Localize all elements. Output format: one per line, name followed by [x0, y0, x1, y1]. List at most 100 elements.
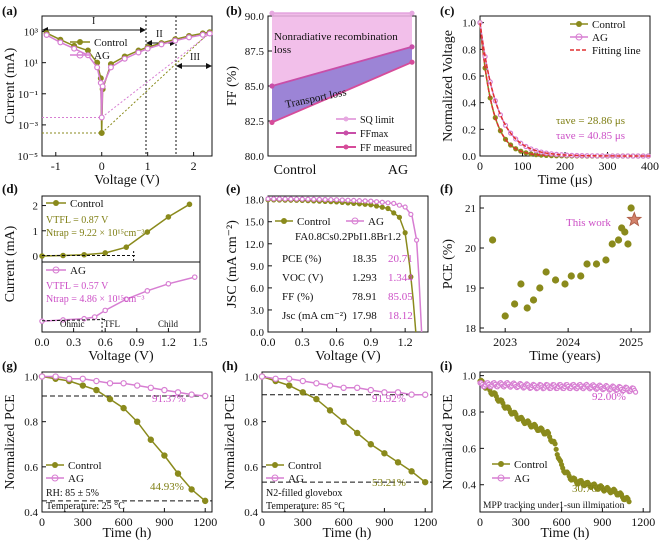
- panel-g-tag: (g): [2, 358, 17, 373]
- point-ag: [402, 204, 408, 210]
- literature-point: [624, 240, 632, 248]
- point-control: [391, 210, 397, 216]
- x-tick-label: 1: [145, 159, 151, 173]
- panel-g-xticks: 0 300 600 900 1200: [39, 508, 217, 529]
- panel-d-xticks: 0.0 0.3 0.6 0.9 1.2 1.5: [35, 328, 208, 349]
- point-control: [98, 130, 105, 137]
- y-tick-label: 0.6: [24, 462, 38, 474]
- point-ag: [333, 197, 340, 203]
- y-tick-label: 10¹: [24, 58, 38, 70]
- literature-point: [602, 256, 610, 264]
- x-tick-label: 0.9: [129, 335, 144, 349]
- panel-a-ylabel: Current (mA): [3, 47, 18, 124]
- panel-a-region-III: III: [190, 52, 200, 63]
- point-control: [147, 436, 154, 443]
- panel-g-cond1: RH: 85 ± 5%: [46, 488, 99, 499]
- y-tick-label: 2: [33, 201, 39, 213]
- point-control: [106, 395, 114, 403]
- panel-i-xlabel: Time (h): [541, 526, 590, 541]
- panel-a-region-II: II: [156, 29, 163, 40]
- point-ag: [133, 382, 141, 389]
- point-ag: [57, 39, 64, 46]
- panel-f-series: [488, 204, 643, 320]
- point-ag: [385, 200, 391, 206]
- panel-e-xlabel: Voltage (V): [315, 349, 381, 364]
- y-tick-label: 20: [465, 243, 477, 255]
- panel-g-cond2: Temperature: 25 °C: [46, 501, 125, 512]
- point-control: [422, 478, 429, 486]
- point-ag: [265, 196, 271, 202]
- point-control: [367, 441, 374, 448]
- table-row-label: Jsc (mA cm⁻²): [282, 310, 347, 322]
- point-ag: [340, 384, 347, 392]
- panel-i-xticks: 0 300 600 900 1200: [477, 508, 655, 529]
- panel-d-ylabel: Current (mA): [3, 225, 18, 302]
- panel-h-yticks: 1.0 0.8 0.6 0.4: [244, 372, 266, 519]
- point-ag: [201, 392, 209, 400]
- x-tick-label: 1.2: [161, 335, 176, 349]
- literature-point: [583, 260, 591, 268]
- legend-control-label: Control: [592, 19, 626, 31]
- point-ag: [107, 64, 114, 71]
- point-ag: [120, 380, 127, 387]
- x-tick-label: 900: [155, 515, 173, 529]
- legend-control-label: Control: [94, 37, 128, 49]
- table-value-control: 1.293: [352, 272, 377, 284]
- point-control: [394, 459, 402, 466]
- panel-c-tag: (c): [440, 3, 454, 18]
- panel-i-end-ctrl: 30.76%: [572, 483, 606, 495]
- panel-b-xtick-ag: AG: [388, 163, 408, 178]
- y-tick-label: 0.4: [244, 507, 258, 519]
- literature-point: [551, 276, 560, 284]
- panel-h-tag: (h): [222, 358, 238, 373]
- panel-h-series: [258, 373, 432, 486]
- legend-ag-marker: [575, 33, 583, 41]
- point-ag: [94, 64, 101, 71]
- this-work-star-icon: [626, 211, 643, 227]
- panel-e-formula: FA0.8Cs0.2PbI1.8Br1.2: [295, 231, 401, 243]
- literature-point: [517, 280, 525, 288]
- y-tick-label: 0.8: [462, 407, 476, 419]
- y-tick-label: 82.5: [245, 116, 265, 128]
- x-tick-label: 0.6: [98, 335, 113, 349]
- point-control: [408, 468, 415, 475]
- y-tick-label: 6.0: [250, 283, 264, 295]
- panel-b-ylabel: FF (%): [225, 66, 240, 106]
- legend-control-marker: [272, 462, 278, 468]
- point-ag: [367, 386, 374, 394]
- panel-e-tag: (e): [226, 181, 240, 196]
- panel-a-region-I: I: [92, 16, 95, 27]
- point-ag: [322, 196, 328, 203]
- y-tick-label: 10⁻⁵: [17, 151, 38, 163]
- point-ag: [102, 307, 109, 314]
- x-tick-label: 300: [599, 159, 617, 173]
- panel-d-region-tfl: TFL: [104, 319, 120, 329]
- y-tick-label: 85.0: [245, 81, 265, 93]
- panel-c-tau-ag: τave = 40.85 μs: [556, 130, 625, 142]
- point-control: [402, 230, 408, 236]
- point-control: [408, 274, 414, 280]
- y-tick-label: 0.0: [462, 151, 476, 163]
- table-row-label: FF (%): [282, 291, 314, 303]
- panel-h-cond2: Temperature: 85 °C: [266, 501, 345, 512]
- literature-point: [501, 312, 509, 320]
- legend-ffmeas-marker: [343, 144, 349, 150]
- panel-a-xticks: -1 0 1 2: [51, 152, 197, 173]
- panel-h-cond1: N2-filled glovebox: [266, 488, 342, 499]
- y-tick-label: 18: [465, 323, 477, 335]
- point-control: [161, 452, 168, 459]
- point-ag: [328, 196, 334, 203]
- point-ag: [165, 280, 172, 287]
- point-ag: [79, 375, 87, 382]
- panel-d: (d) Current (mA) Voltage (V) 0.0 0.3 0.6 0.…: [2, 181, 208, 364]
- point-ag: [288, 196, 294, 202]
- panel-g-ylabel: Normalized PCE: [3, 394, 18, 489]
- y-tick-label: 1.0: [24, 372, 38, 384]
- literature-point: [542, 268, 550, 276]
- point-control: [379, 204, 385, 210]
- panel-d-region-child: Child: [158, 319, 179, 329]
- panel-h-end-ctrl: 53.21%: [372, 477, 406, 489]
- panel-b: (b) FF (%) 90.087.585.082.580.0 Control …: [225, 3, 417, 178]
- point-control: [165, 214, 172, 220]
- panel-g-frame: [41, 371, 213, 513]
